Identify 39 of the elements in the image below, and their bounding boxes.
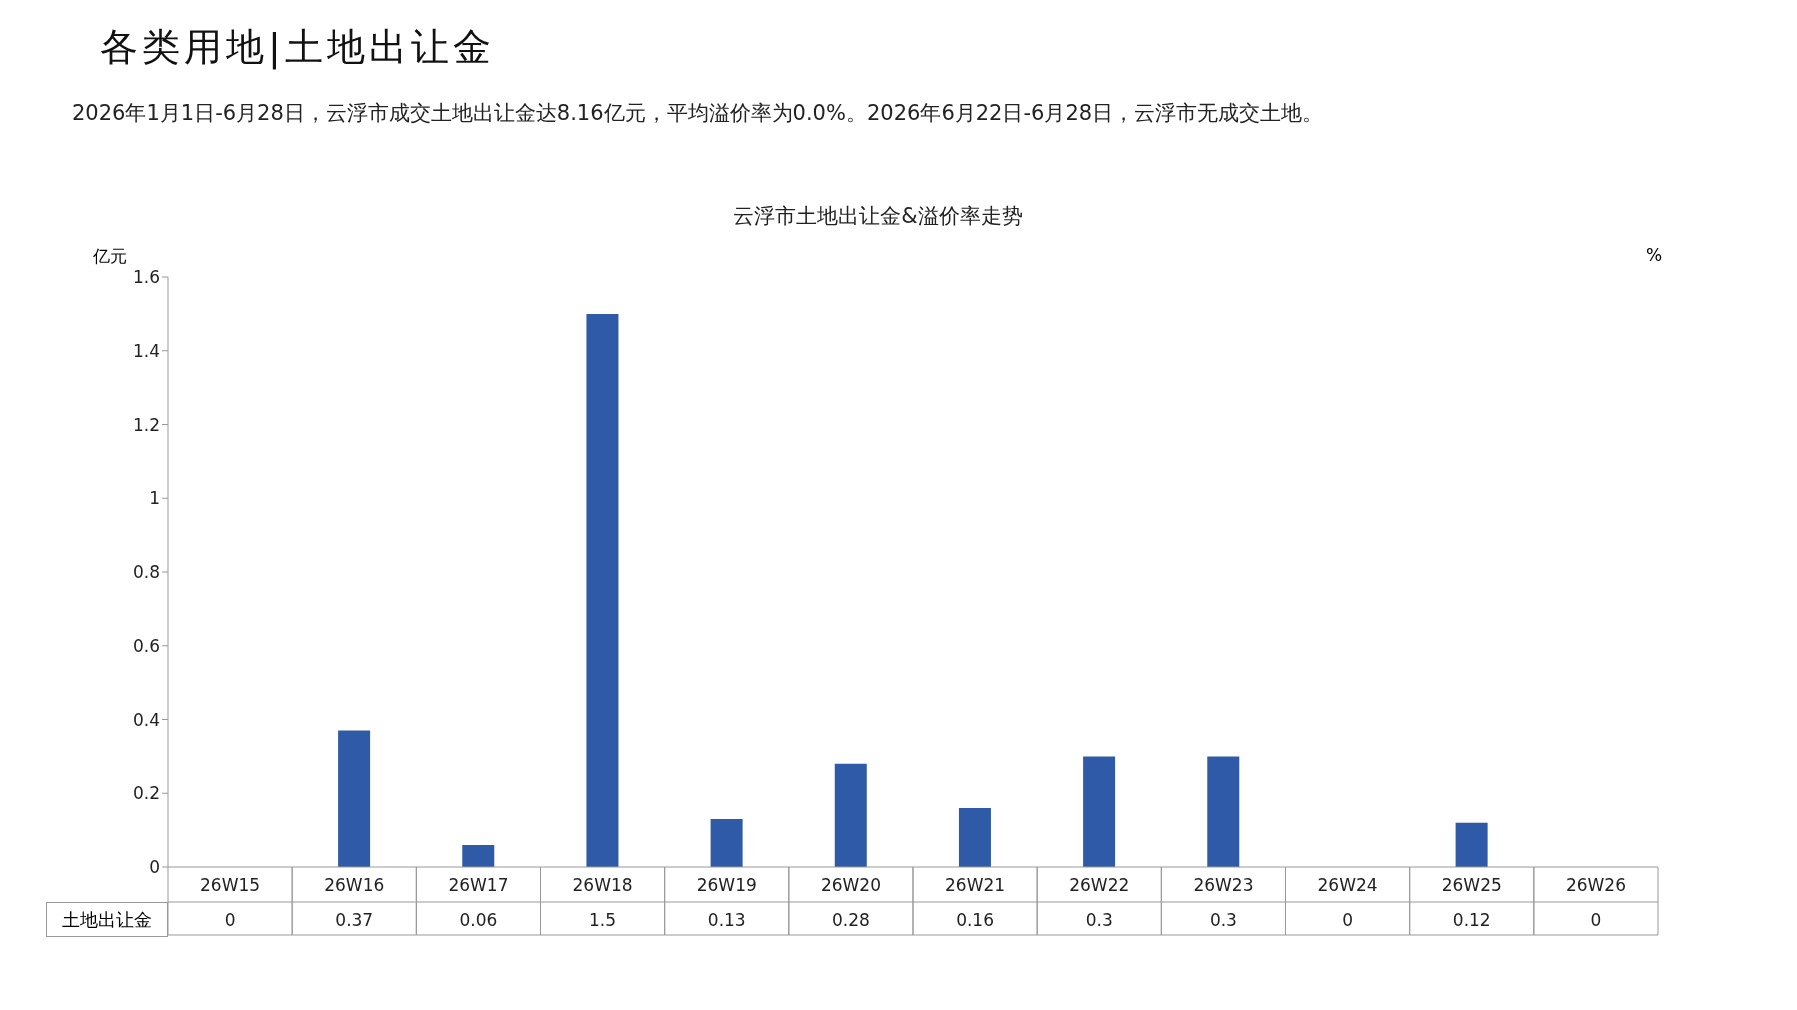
y-tick-label: 0.2 xyxy=(132,783,160,804)
chart-title: 各类用地|土地出让金 xyxy=(99,24,496,72)
y-tick-label: 1.2 xyxy=(132,414,160,435)
y-tick-label: 1.6 xyxy=(132,267,160,288)
data-label: 0.12 xyxy=(1452,909,1491,930)
y-tick-label: 0.8 xyxy=(132,562,160,583)
x-tick-label: 26W23 xyxy=(1193,874,1254,895)
data-label: 0.3 xyxy=(1209,909,1237,930)
data-label: 0 xyxy=(224,909,236,930)
text: 土地出让金 xyxy=(46,902,168,937)
y-tick-label: 0.6 xyxy=(132,635,160,656)
y-tick-label: 0.4 xyxy=(132,709,160,730)
x-tick-label: 26W15 xyxy=(200,874,261,895)
data-label: 0.13 xyxy=(707,909,746,930)
data-label: 0.37 xyxy=(335,909,374,930)
y-tick-label: 1 xyxy=(149,488,160,509)
data-label: 0.28 xyxy=(831,909,870,930)
chart-subtitle: 2026年1月1日-6月28日，云浮市成交土地出让金达8.16亿元，平均溢价率为0.0%。2026年6月22日-6月28日，云浮市无成交土地。 xyxy=(71,100,1325,127)
y-tick-label: 0 xyxy=(149,857,160,878)
y-tick-label: 1.4 xyxy=(132,340,160,361)
x-tick-label: 26W25 xyxy=(1441,874,1502,895)
x-tick-label: 26W17 xyxy=(448,874,509,895)
data-label: 1.5 xyxy=(589,909,617,930)
data-label: 0.06 xyxy=(459,909,498,930)
x-tick-label: 26W19 xyxy=(696,874,757,895)
data-label: 0 xyxy=(1342,909,1353,930)
x-tick-label: 26W24 xyxy=(1317,874,1378,895)
y2-axis-title: % xyxy=(1646,245,1663,265)
x-tick-label: 26W21 xyxy=(945,874,1006,895)
x-tick-label: 26W26 xyxy=(1565,874,1626,895)
data-label: 0.16 xyxy=(956,909,995,930)
x-tick-label: 26W22 xyxy=(1069,874,1130,895)
x-tick-label: 26W18 xyxy=(572,874,633,895)
text: 云浮市土地出让金&溢价率走势 xyxy=(732,203,1024,230)
y-axis-title: 亿元 xyxy=(93,245,127,268)
data-label: 0 xyxy=(1590,909,1602,930)
data-label: 0.3 xyxy=(1085,909,1113,930)
x-tick-label: 26W20 xyxy=(820,874,881,895)
x-tick-label: 26W16 xyxy=(324,874,385,895)
